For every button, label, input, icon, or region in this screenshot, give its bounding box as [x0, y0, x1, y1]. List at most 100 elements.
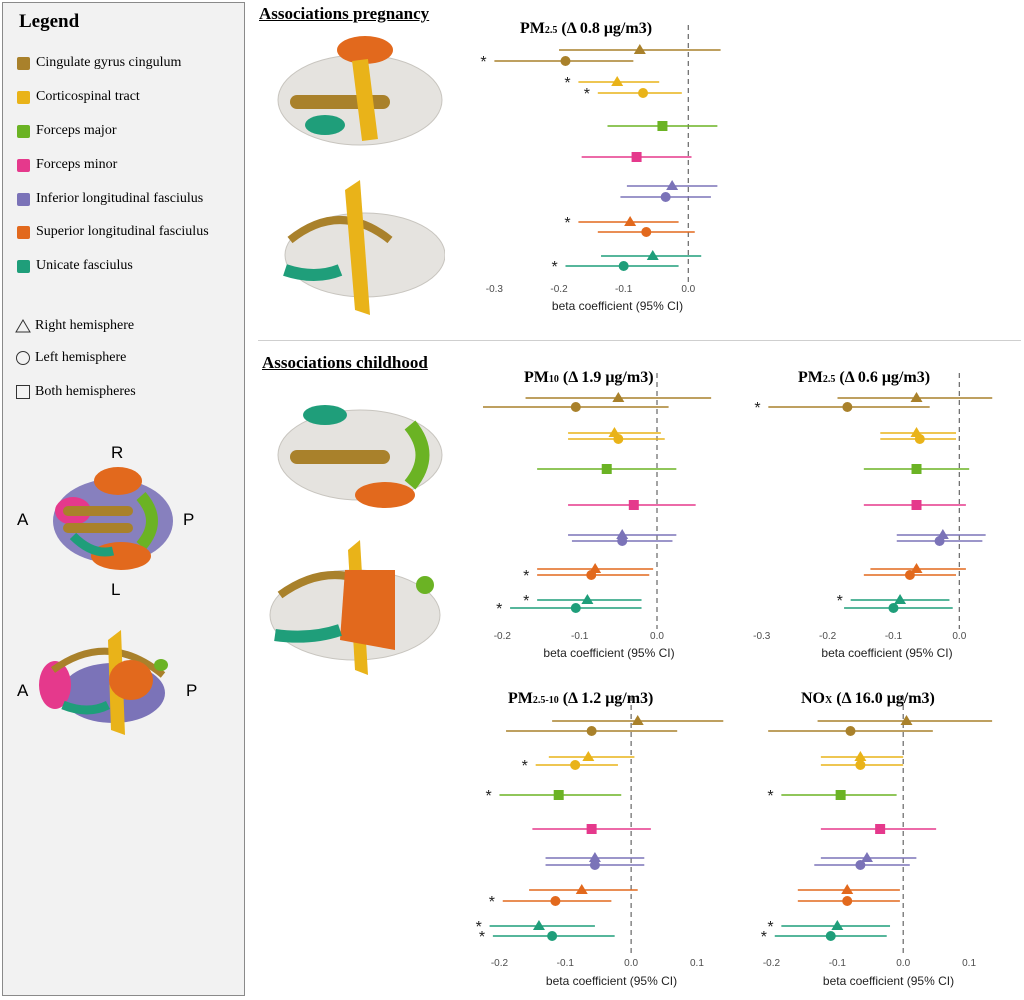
legend-label: Unicate fasciulus: [36, 258, 133, 273]
estimate-triangle: [588, 852, 601, 862]
estimate-triangle: [841, 884, 854, 894]
panel-title-rest: (Δ 0.6 μg/m3): [835, 369, 931, 386]
orientation-label-a: A: [17, 510, 29, 529]
forceps-minor-swatch: [17, 158, 30, 172]
significance-star: *: [476, 919, 482, 936]
estimate-circle: [638, 88, 649, 98]
estimate-circle: [617, 536, 628, 546]
estimate-circle: [586, 570, 597, 580]
cingulum-swatch: [17, 56, 30, 70]
estimate-triangle: [894, 594, 907, 604]
estimate-circle: [618, 261, 629, 271]
x-tick-label: -0.3: [753, 631, 771, 642]
panel-title-rest: (Δ 1.9 μg/m3): [558, 369, 654, 386]
estimate-circle: [888, 603, 899, 613]
legend-panel: Legend Cingulate gyrus cingulum Corticos…: [2, 2, 245, 996]
legend-item-inferior-longitudinal: Inferior longitudinal fasciulus: [17, 190, 203, 208]
panel-title-child-nox: NOX (Δ 16.0 μg/m3): [801, 690, 935, 708]
x-tick-label: 0.0: [896, 958, 910, 969]
significance-star: *: [485, 788, 491, 805]
unicate-swatch: [17, 259, 30, 273]
estimate-circle: [842, 896, 853, 906]
estimate-square: [911, 464, 922, 474]
significance-star: *: [523, 593, 529, 610]
legend-label: Cingulate gyrus cingulum: [36, 55, 182, 70]
significance-star: *: [761, 929, 767, 946]
x-axis-label: beta coefficient (95% CI): [821, 646, 952, 660]
x-tick-label: 0.1: [690, 958, 704, 969]
superior-longitudinal-swatch: [17, 225, 30, 239]
estimate-circle: [570, 603, 581, 613]
legend-item-corticospinal: Corticospinal tract: [17, 88, 140, 106]
panel-title-sub: X: [825, 695, 833, 706]
panel-title-child-pm10: PM10 (Δ 1.9 μg/m3): [524, 369, 654, 387]
legend-item-forceps-major: Forceps major: [17, 122, 116, 140]
estimate-triangle: [633, 44, 646, 54]
x-tick-label: -0.1: [615, 284, 633, 295]
estimate-square: [835, 790, 846, 800]
estimate-circle: [560, 56, 571, 66]
panel-title-main: PM: [520, 20, 545, 37]
estimate-circle: [825, 931, 836, 941]
significance-star: *: [837, 593, 843, 610]
estimate-circle: [547, 931, 558, 941]
estimate-circle: [842, 402, 853, 412]
estimate-triangle: [910, 563, 923, 573]
significance-star: *: [489, 894, 495, 911]
panel-title-rest: (Δ 1.2 μg/m3): [558, 690, 654, 707]
significance-star: *: [564, 215, 570, 232]
panel-title-main: PM: [508, 690, 533, 707]
estimate-circle: [855, 760, 866, 770]
x-axis-label: beta coefficient (95% CI): [546, 974, 677, 988]
x-tick-label: 0.0: [952, 631, 966, 642]
forceps-major-swatch: [17, 124, 30, 138]
estimate-triangle: [611, 76, 624, 86]
estimate-circle: [914, 434, 925, 444]
section-title-pregnancy: Associations pregnancy: [259, 4, 430, 23]
x-tick-label: -0.2: [819, 631, 837, 642]
x-tick-label: -0.1: [885, 631, 903, 642]
panel-title-child-pm25: PM2.5 (Δ 0.6 μg/m3): [798, 369, 930, 387]
estimate-triangle: [666, 180, 679, 190]
estimate-circle: [570, 402, 581, 412]
x-axis-label: beta coefficient (95% CI): [823, 974, 954, 988]
legend-label: Forceps major: [36, 123, 117, 138]
legend-item-unicate: Unicate fasciulus: [17, 257, 133, 275]
x-tick-label: -0.2: [763, 958, 781, 969]
legend-shape-label: Left hemisphere: [35, 350, 127, 365]
legend-title: Legend: [19, 11, 80, 32]
estimate-square: [553, 790, 564, 800]
estimate-triangle: [581, 594, 594, 604]
significance-star: *: [496, 601, 502, 618]
legend-label: Corticospinal tract: [36, 89, 140, 104]
estimate-square: [875, 824, 886, 834]
legend-label: Superior longitudinal fasciulus: [36, 224, 209, 239]
estimate-triangle: [860, 852, 873, 862]
panel-title-child-pm2510: PM2.5-10 (Δ 1.2 μg/m3): [508, 690, 653, 708]
panel-title-main: PM: [798, 369, 823, 386]
panel-title-sub: 2.5-10: [532, 695, 559, 706]
significance-star: *: [523, 568, 529, 585]
estimate-circle: [641, 227, 652, 237]
estimate-triangle: [646, 250, 659, 260]
estimate-square: [628, 500, 639, 510]
legend-item-cingulum: Cingulate gyrus cingulum: [17, 54, 181, 72]
estimate-triangle: [582, 751, 595, 761]
estimate-circle: [934, 536, 945, 546]
significance-star: *: [564, 75, 570, 92]
x-tick-label: -0.1: [571, 631, 589, 642]
x-axis-label: beta coefficient (95% CI): [552, 299, 683, 313]
estimate-circle: [570, 760, 581, 770]
significance-star: *: [767, 919, 773, 936]
panel-title-rest: (Δ 0.8 μg/m3): [557, 20, 653, 37]
estimate-square: [631, 152, 642, 162]
estimate-circle: [845, 726, 856, 736]
estimate-triangle: [612, 392, 625, 402]
brain-top-view-illustration: [53, 467, 173, 570]
x-tick-label: 0.0: [681, 284, 695, 295]
orientation-label-p: P: [183, 510, 195, 529]
estimate-circle: [904, 570, 915, 580]
x-tick-label: 0.0: [624, 958, 638, 969]
estimate-triangle: [910, 392, 923, 402]
